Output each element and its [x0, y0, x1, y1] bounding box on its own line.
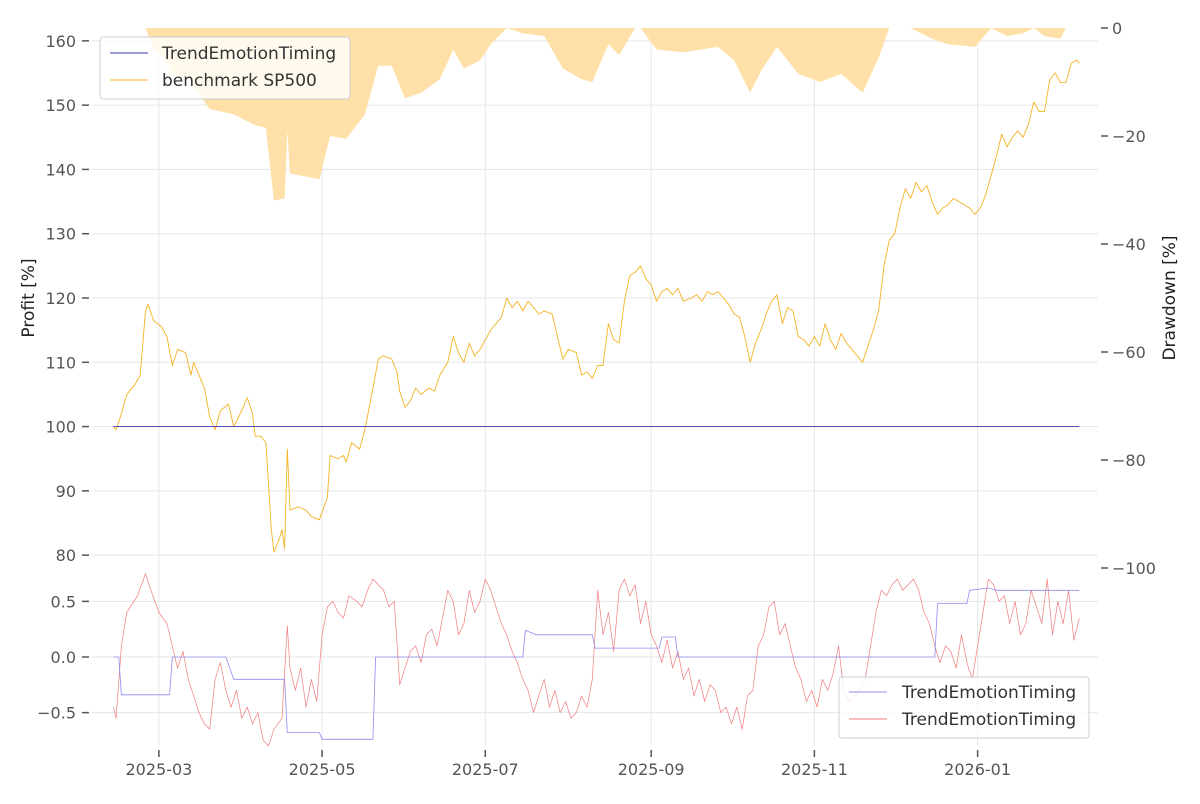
legend-bottom-frame	[838, 676, 1090, 739]
x-tick-label: 2025-09	[618, 760, 685, 779]
legend-top: TrendEmotionTiming benchmark SP500	[99, 36, 351, 100]
legend-top-label-strategy: TrendEmotionTiming	[161, 44, 336, 64]
y-tick-label-profit: 100	[45, 418, 76, 437]
y-tick-label-profit: 120	[45, 289, 76, 308]
x-tick-label: 2025-03	[125, 760, 192, 779]
y-tick-label-signal: 0.0	[51, 648, 76, 667]
y-tick-label-drawdown: −80	[1112, 451, 1146, 470]
legend-bottom: TrendEmotionTiming TrendEmotionTiming	[838, 676, 1090, 739]
y-tick-label-profit: 140	[45, 160, 76, 179]
y-axis-label-drawdown: Drawdown [%]	[1160, 235, 1180, 360]
y-tick-label-profit: 110	[45, 353, 76, 372]
y-tick-label-drawdown: −60	[1112, 343, 1146, 362]
y-tick-label-drawdown: −40	[1112, 235, 1146, 254]
y-tick-label-profit: 80	[56, 546, 76, 565]
series-position-line	[113, 587, 1080, 740]
y-tick-label-signal: 0.5	[51, 592, 76, 611]
x-tick-label: 2025-05	[289, 760, 356, 779]
y-tick-label-profit: 130	[45, 225, 76, 244]
x-tick-label: 2026-01	[944, 760, 1011, 779]
y-tick-label-drawdown: −100	[1112, 559, 1156, 578]
x-tick-label: 2025-11	[781, 760, 848, 779]
drawdown-area	[113, 28, 1080, 201]
x-tick-label: 2025-07	[452, 760, 519, 779]
y-tick-label-drawdown: 0	[1112, 19, 1122, 38]
y-axis-label-profit: Profit [%]	[19, 258, 39, 337]
legend-bottom-label-position: TrendEmotionTiming	[901, 683, 1076, 703]
legend-top-label-benchmark: benchmark SP500	[162, 71, 317, 91]
y-tick-label-drawdown: −20	[1112, 127, 1146, 146]
y-tick-label-profit: 150	[45, 96, 76, 115]
y-tick-label-profit: 160	[45, 32, 76, 51]
grid-layer	[92, 28, 1098, 746]
axis-layer: 2025-03 2025-05 2025-07 2025-09 2025-11 2026-…	[37, 19, 1156, 779]
legend-bottom-label-signal: TrendEmotionTiming	[901, 710, 1076, 730]
y-tick-label-profit: 90	[56, 482, 76, 501]
series-layer	[113, 59, 1080, 747]
series-signal-line	[113, 573, 1080, 747]
y-tick-label-signal: −0.5	[37, 704, 76, 723]
legend-top-frame	[99, 36, 351, 100]
drawdown-layer	[113, 28, 1080, 201]
series-benchmark-line	[113, 59, 1080, 553]
